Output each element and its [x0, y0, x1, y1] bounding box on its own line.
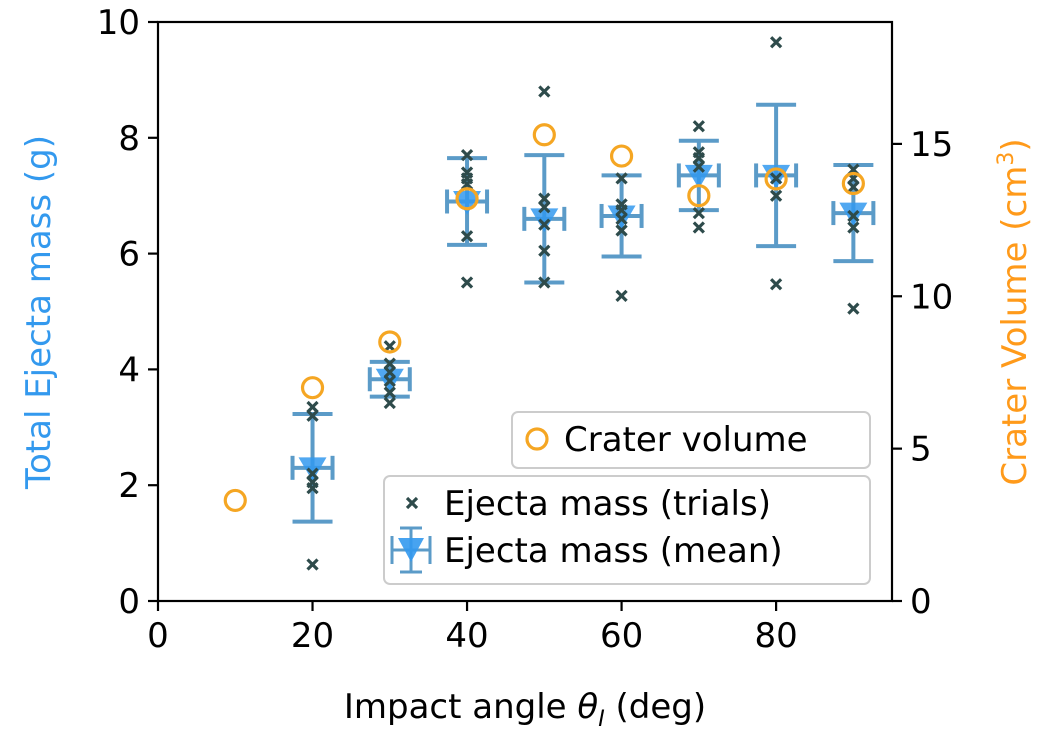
trial-marker — [615, 289, 628, 302]
axes: 0 20 40 60 80 0 2 4 6 8 10 0 5 10 15 — [97, 3, 954, 656]
trial-marker — [306, 467, 319, 480]
x-tick-label: 0 — [147, 616, 169, 656]
crater-marker — [378, 330, 402, 354]
plot-frame — [156, 20, 894, 603]
crater-marker — [455, 187, 479, 211]
mean-marker — [684, 164, 713, 189]
trial-marker — [306, 400, 319, 414]
crater-marker — [609, 144, 634, 168]
x-axis-label: Impact angle θI (deg) — [344, 687, 706, 732]
y-left-tick-label: 4 — [118, 350, 140, 390]
y-right-tick-label: 15 — [910, 125, 953, 165]
trial-marker — [460, 276, 474, 289]
trial-marker — [460, 149, 474, 162]
crater-marker — [300, 376, 325, 400]
x-tick-label: 20 — [291, 616, 334, 656]
x-tick-label: 60 — [600, 616, 643, 656]
mean-marker — [530, 208, 559, 233]
trial-marker — [692, 120, 705, 133]
trial-marker — [538, 244, 551, 257]
trial-marker — [383, 386, 396, 399]
legend-ejecta-box — [383, 475, 871, 585]
legend-crater-marker — [525, 427, 549, 451]
mean-marker — [298, 457, 327, 482]
trial-marker — [769, 36, 783, 49]
crater-marker — [841, 171, 865, 196]
crater-marker — [223, 488, 247, 513]
crater-marker — [764, 167, 788, 191]
crater-marker — [532, 123, 556, 147]
legend-trials-label: Ejecta mass (trials) — [444, 484, 771, 524]
trial-marker — [692, 146, 705, 159]
trial-marker — [538, 218, 551, 231]
trial-marker — [692, 206, 705, 220]
trial-marker — [383, 396, 396, 410]
y-right-tick-label: 10 — [910, 277, 953, 317]
legend-mean-marker — [390, 526, 432, 574]
mean-marker — [453, 190, 482, 215]
trial-marker — [460, 230, 474, 243]
trial-marker — [847, 302, 860, 315]
legend-ejecta: Ejecta mass (trials) Ejecta mass (mean) — [383, 475, 871, 585]
y-left-tick-label: 6 — [118, 235, 140, 275]
x-tick-label: 80 — [754, 616, 797, 656]
trial-marker — [615, 224, 628, 237]
y-right-tick-label: 5 — [910, 430, 932, 470]
trial-marker — [847, 209, 860, 223]
trial-marker — [383, 340, 396, 353]
legend-crater-label: Crater volume — [564, 420, 808, 460]
legend-crater: Crater volume — [511, 411, 871, 469]
trial-marker — [538, 85, 551, 98]
y-left-tick-label: 2 — [118, 466, 140, 506]
y-left-tick-label: 10 — [97, 3, 140, 43]
trial-marker — [460, 166, 474, 179]
trial-marker — [538, 276, 551, 289]
trial-marker — [692, 221, 705, 234]
trial-marker — [615, 172, 628, 185]
trial-marker — [769, 278, 783, 291]
trial-marker — [769, 172, 783, 185]
y-axis-right-label: Crater Volume (cm3) — [994, 138, 1035, 485]
trial-marker — [383, 357, 396, 370]
legend-crater-box — [511, 411, 871, 469]
y-left-tick-label: 8 — [118, 119, 140, 159]
trial-marker — [538, 192, 551, 205]
x-tick-label: 40 — [445, 616, 488, 656]
trial-marker — [306, 558, 319, 571]
trial-marker — [769, 189, 783, 202]
trial-marker — [615, 198, 628, 211]
trial-marker — [847, 221, 860, 234]
legend-trials-marker — [405, 496, 419, 510]
y-left-tick-label: 0 — [118, 582, 140, 622]
legend-mean-label: Ejecta mass (mean) — [444, 531, 783, 571]
plot-area — [223, 36, 876, 571]
y-axis-left-label: Total Ejecta mass (g) — [19, 135, 59, 490]
crater-marker — [687, 184, 711, 208]
y-right-tick-label: 0 — [910, 582, 932, 622]
